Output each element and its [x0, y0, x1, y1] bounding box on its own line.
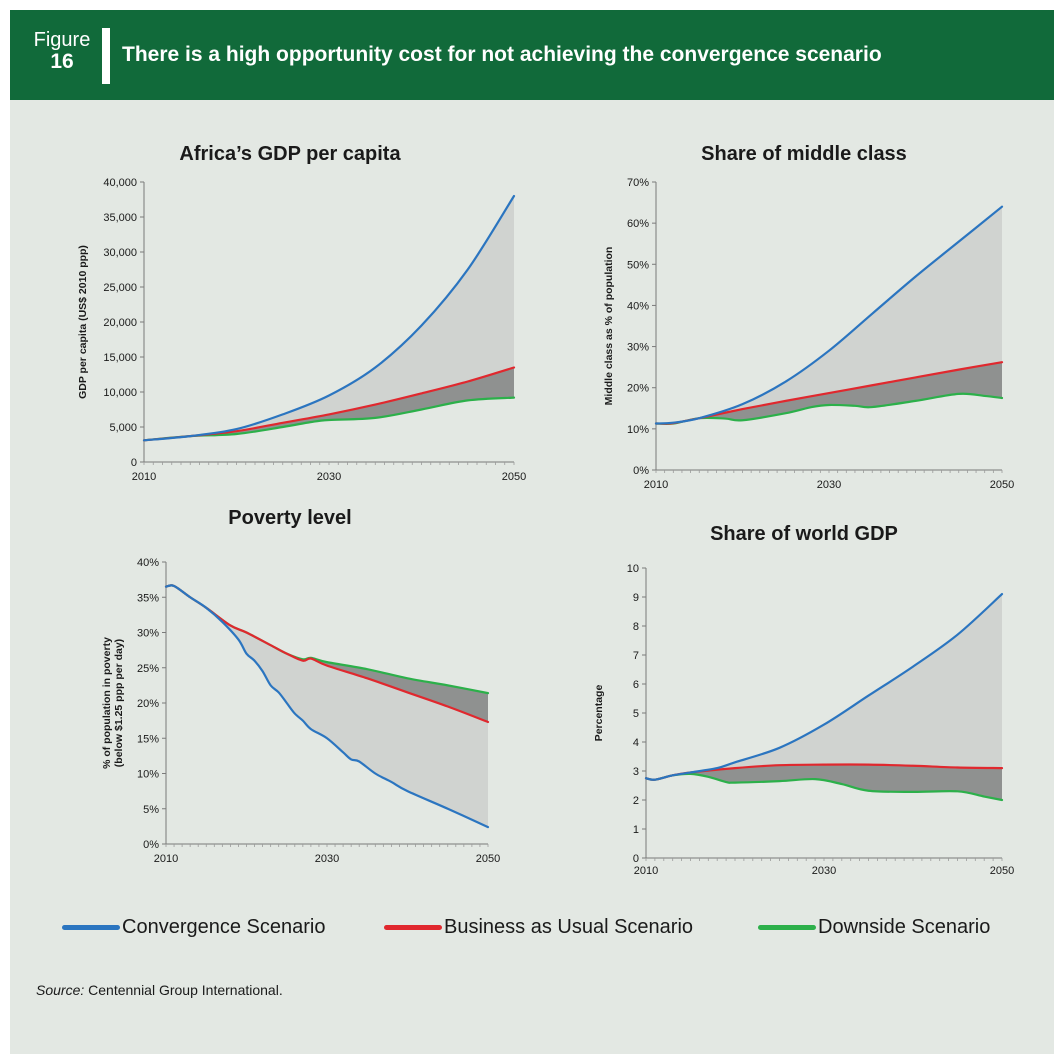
- chart-title: Africa’s GDP per capita: [179, 143, 401, 165]
- y-axis-label: Percentage: [593, 685, 605, 742]
- y-tick-label: 25,000: [103, 282, 137, 294]
- figure-label: Figure 16: [28, 30, 96, 74]
- legend-line-business-as-usual: [384, 924, 442, 930]
- x-tick-label: 2010: [634, 865, 658, 877]
- chart-title: Share of world GDP: [710, 523, 898, 545]
- y-tick-label: 70%: [627, 177, 649, 189]
- y-tick-label: 0: [633, 853, 639, 865]
- legend-item-convergence: Convergence Scenario: [62, 910, 325, 944]
- x-tick-label: 2010: [154, 853, 178, 865]
- y-tick-label: 0: [131, 457, 137, 469]
- chart-gdp-per-capita: Africa’s GDP per capita 0 5,000 10,000 15,00…: [77, 143, 526, 483]
- figure-header: Figure 16 There is a high opportunity co…: [10, 10, 1054, 100]
- gap-band-downside: [646, 764, 1002, 800]
- gap-band-convergence: [166, 585, 488, 828]
- figure-title: There is a high opportunity cost for not…: [122, 43, 882, 66]
- legend-item-downside: Downside Scenario: [758, 910, 990, 944]
- y-tick-label: 25%: [137, 663, 159, 675]
- chart-title: Poverty level: [228, 507, 351, 529]
- y-tick-label: 20%: [627, 383, 649, 395]
- legend-line-downside: [758, 924, 816, 930]
- x-tick-label: 2050: [476, 853, 500, 865]
- source-note: Source: Centennial Group International.: [36, 982, 283, 998]
- y-tick-label: 4: [633, 737, 639, 749]
- y-tick-label: 2: [633, 795, 639, 807]
- figure-number: 16: [50, 50, 74, 73]
- y-tick-label: 30,000: [103, 247, 137, 259]
- source-text: Centennial Group International.: [88, 982, 283, 998]
- y-tick-label: 10%: [137, 769, 159, 781]
- y-tick-label: 10,000: [103, 387, 137, 399]
- chart-title: Share of middle class: [701, 143, 907, 165]
- figure-frame: Figure 16 There is a high opportunity co…: [10, 10, 1054, 1054]
- y-tick-label: 20%: [137, 698, 159, 710]
- y-tick-label: 0%: [143, 839, 159, 851]
- legend-label-convergence: Convergence Scenario: [122, 915, 326, 938]
- y-tick-label: 15%: [137, 733, 159, 745]
- x-tick-label: 2010: [644, 479, 668, 491]
- legend-item-business-as-usual: Business as Usual Scenario: [384, 910, 693, 944]
- x-tick-label: 2050: [990, 479, 1014, 491]
- y-tick-label: 40%: [627, 300, 649, 312]
- y-tick-label: 5,000: [109, 422, 137, 434]
- y-tick-label: 7: [633, 650, 639, 662]
- x-tick-label: 2050: [990, 865, 1014, 877]
- y-tick-label: 20,000: [103, 317, 137, 329]
- series-line-downside: [142, 396, 516, 442]
- x-tick-label: 2030: [812, 865, 836, 877]
- series-line-convergence: [644, 593, 1004, 781]
- y-tick-label: 30%: [137, 628, 159, 640]
- y-tick-label: 5: [633, 708, 639, 720]
- chart-world-gdp-share: Share of world GDP 0 1 2 3 4 5 6 7 8 9 10 2010 2030 20…: [593, 523, 1014, 877]
- x-tick-label: 2050: [502, 471, 526, 483]
- x-tick-label: 2030: [315, 853, 339, 865]
- y-tick-label: 8: [633, 621, 639, 633]
- series-line-convergence: [654, 205, 1004, 425]
- y-tick-label: 60%: [627, 218, 649, 230]
- x-tick-label: 2030: [817, 479, 841, 491]
- gap-band-downside: [144, 367, 514, 441]
- source-label: Source:: [36, 982, 85, 998]
- y-tick-label: 10%: [627, 424, 649, 436]
- chart-middle-class: Share of middle class 0% 10% 20% 30% 40% 50% 60…: [603, 143, 1014, 491]
- y-axis-label: Middle class as % of population: [603, 247, 615, 406]
- y-axis-label: GDP per capita (US$ 2010 ppp): [77, 245, 89, 399]
- y-tick-label: 0%: [633, 465, 649, 477]
- y-axis-label: % of population in poverty: [101, 637, 113, 769]
- x-tick-label: 2030: [317, 471, 341, 483]
- y-tick-label: 9: [633, 592, 639, 604]
- chart-poverty-level: Poverty level 0% 5% 10% 15% 20% 25% 30% 35% 40% 20…: [101, 507, 500, 865]
- x-tick-label: 2010: [132, 471, 156, 483]
- series-line-convergence: [164, 584, 490, 829]
- y-tick-label: 35%: [137, 592, 159, 604]
- gap-band-convergence: [656, 206, 1002, 424]
- gap-band-convergence: [646, 594, 1002, 780]
- y-tick-label: 1: [633, 824, 639, 836]
- y-tick-label: 3: [633, 766, 639, 778]
- legend-label-business-as-usual: Business as Usual Scenario: [444, 915, 694, 938]
- gap-band-convergence: [144, 196, 514, 441]
- y-tick-label: 10: [627, 563, 639, 575]
- y-tick-label: 40%: [137, 557, 159, 569]
- y-tick-label: 35,000: [103, 212, 137, 224]
- legend: Convergence Scenario Business as Usual S…: [62, 910, 1052, 944]
- y-tick-label: 6: [633, 679, 639, 691]
- legend-line-convergence: [62, 924, 120, 930]
- y-tick-label: 40,000: [103, 177, 137, 189]
- figure-word: Figure: [33, 29, 91, 51]
- y-tick-label: 15,000: [103, 352, 137, 364]
- y-axis-label: (below $1.25 ppp per day): [113, 639, 125, 767]
- y-tick-label: 30%: [627, 342, 649, 354]
- gap-band-downside: [166, 585, 488, 723]
- legend-label-downside: Downside Scenario: [818, 915, 991, 938]
- y-tick-label: 5%: [143, 804, 159, 816]
- y-tick-label: 50%: [627, 259, 649, 271]
- header-divider: [102, 28, 110, 84]
- series-line-convergence: [142, 194, 516, 442]
